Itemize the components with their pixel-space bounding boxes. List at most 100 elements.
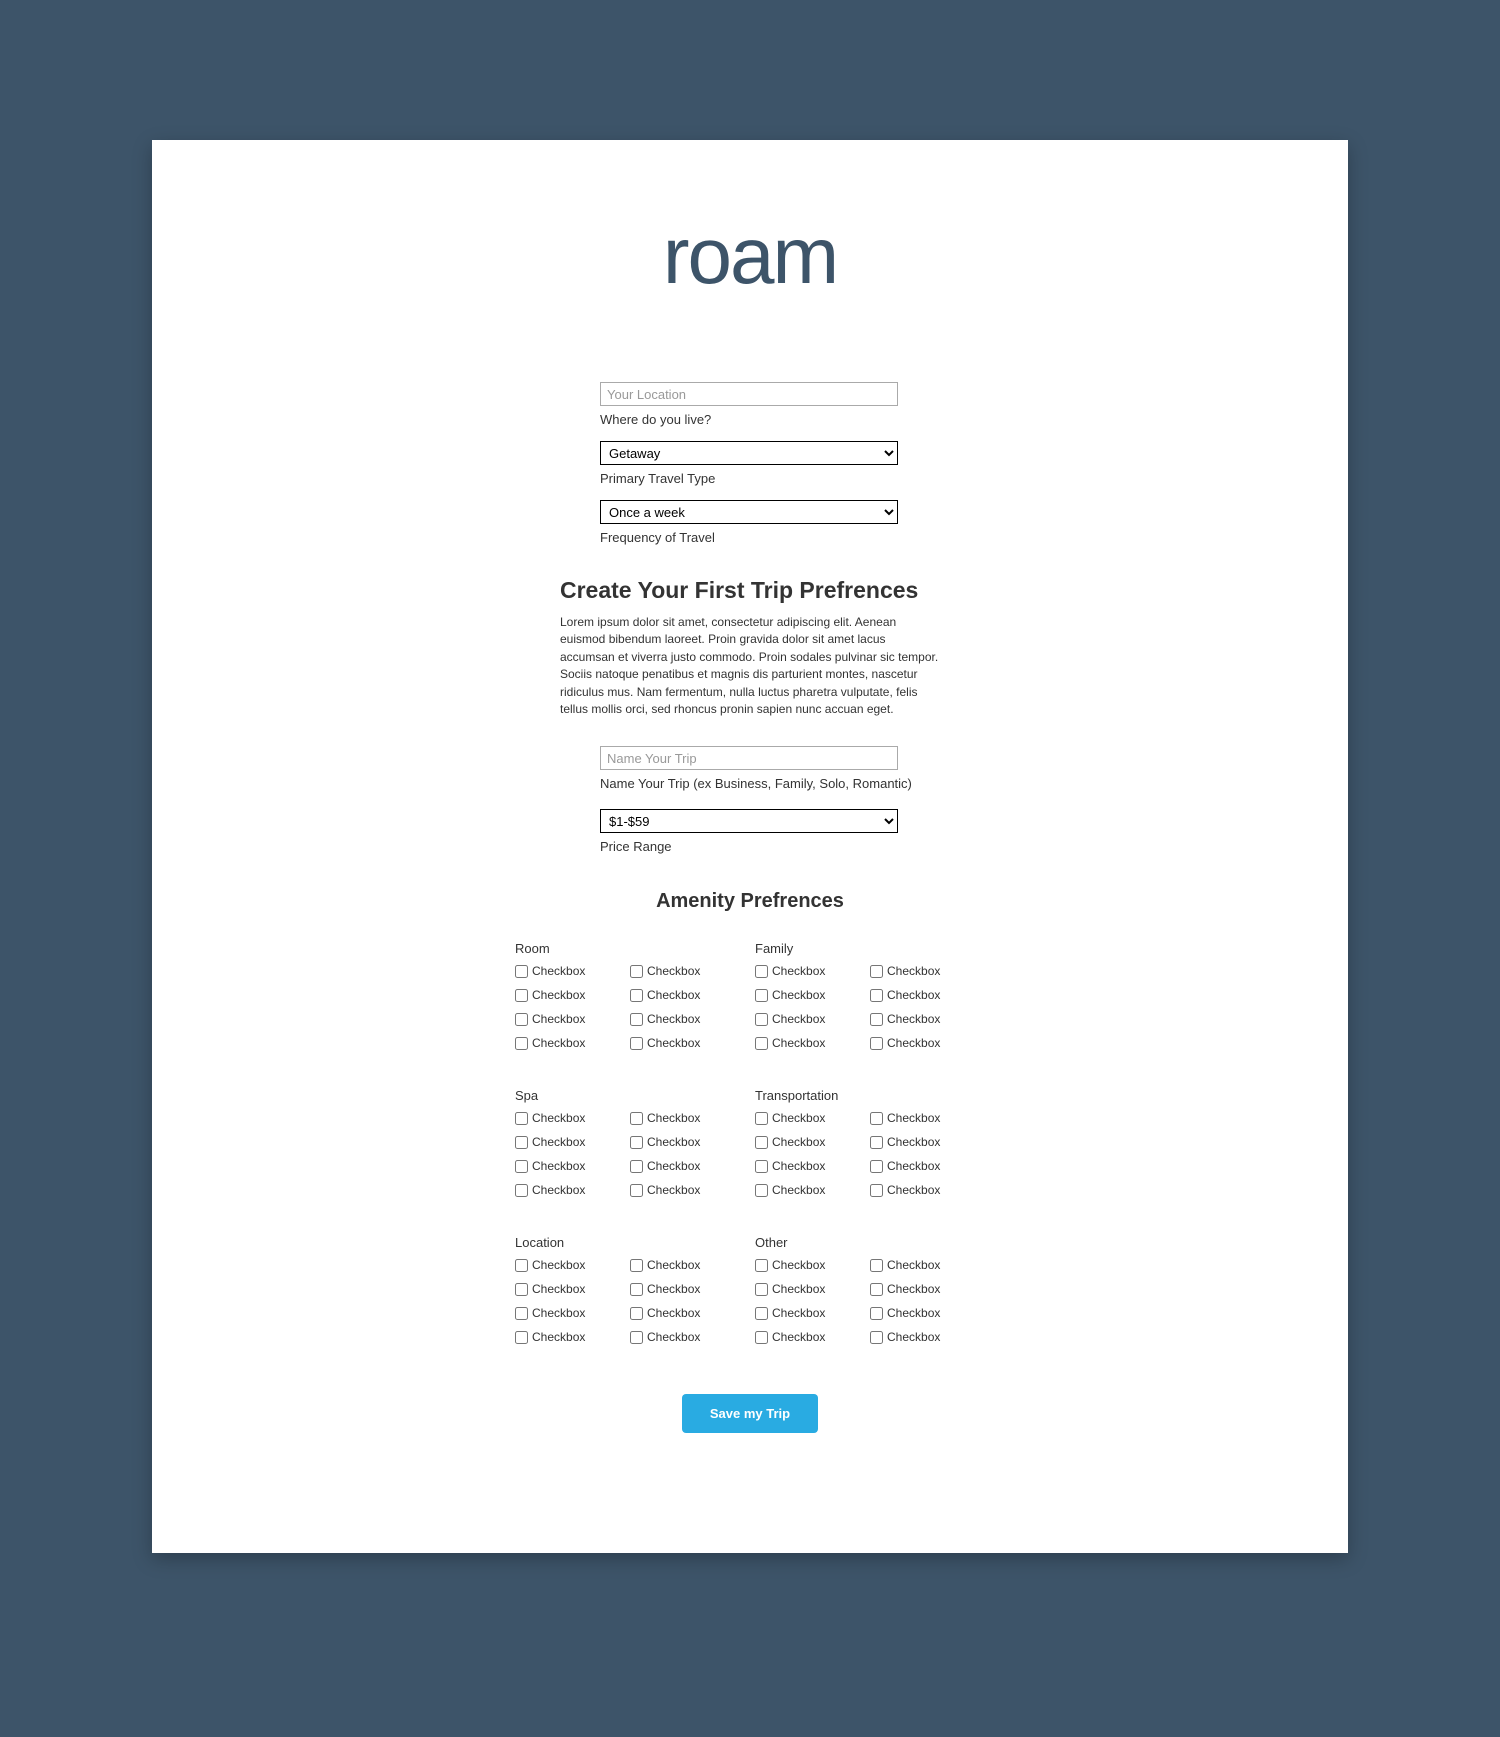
- checkbox-item[interactable]: Checkbox: [515, 1135, 630, 1149]
- amenity-checkbox[interactable]: [870, 965, 883, 978]
- trip-name-input[interactable]: [600, 746, 898, 770]
- checkbox-item[interactable]: Checkbox: [515, 1282, 630, 1296]
- price-range-select[interactable]: $1-$59: [600, 809, 898, 833]
- checkbox-item[interactable]: Checkbox: [870, 1282, 985, 1296]
- checkbox-item[interactable]: Checkbox: [870, 1330, 985, 1344]
- amenity-checkbox[interactable]: [630, 1259, 643, 1272]
- amenity-checkbox[interactable]: [870, 1136, 883, 1149]
- amenity-checkbox[interactable]: [630, 989, 643, 1002]
- checkbox-item[interactable]: Checkbox: [870, 964, 985, 978]
- amenity-checkbox[interactable]: [870, 1259, 883, 1272]
- checkbox-item[interactable]: Checkbox: [630, 988, 745, 1002]
- checkbox-item[interactable]: Checkbox: [630, 1258, 745, 1272]
- save-trip-button[interactable]: Save my Trip: [682, 1394, 818, 1433]
- amenity-checkbox[interactable]: [630, 1136, 643, 1149]
- checkbox-item[interactable]: Checkbox: [755, 964, 870, 978]
- checkbox-item[interactable]: Checkbox: [870, 988, 985, 1002]
- location-input[interactable]: [600, 382, 898, 406]
- amenity-checkbox[interactable]: [630, 1283, 643, 1296]
- amenity-checkbox[interactable]: [515, 1307, 528, 1320]
- amenity-checkbox[interactable]: [515, 989, 528, 1002]
- amenity-checkbox[interactable]: [515, 1331, 528, 1344]
- amenity-checkbox[interactable]: [515, 1037, 528, 1050]
- checkbox-item[interactable]: Checkbox: [515, 1330, 630, 1344]
- amenity-checkbox[interactable]: [755, 1307, 768, 1320]
- checkbox-item[interactable]: Checkbox: [870, 1258, 985, 1272]
- checkbox-item[interactable]: Checkbox: [515, 1159, 630, 1173]
- frequency-select[interactable]: Once a week: [600, 500, 898, 524]
- checkbox-item[interactable]: Checkbox: [515, 1036, 630, 1050]
- checkbox-item[interactable]: Checkbox: [755, 1258, 870, 1272]
- checkbox-item[interactable]: Checkbox: [755, 1330, 870, 1344]
- checkbox-item[interactable]: Checkbox: [515, 1111, 630, 1125]
- amenity-checkbox[interactable]: [755, 1283, 768, 1296]
- checkbox-item[interactable]: Checkbox: [630, 1012, 745, 1026]
- amenity-checkbox[interactable]: [755, 1184, 768, 1197]
- amenity-checkbox[interactable]: [630, 1307, 643, 1320]
- checkbox-item[interactable]: Checkbox: [755, 1036, 870, 1050]
- amenity-checkbox[interactable]: [515, 1112, 528, 1125]
- checkbox-item[interactable]: Checkbox: [755, 1183, 870, 1197]
- checkbox-item[interactable]: Checkbox: [630, 1036, 745, 1050]
- amenity-checkbox[interactable]: [630, 1112, 643, 1125]
- checkbox-item[interactable]: Checkbox: [870, 1012, 985, 1026]
- checkbox-item[interactable]: Checkbox: [630, 1135, 745, 1149]
- checkbox-item[interactable]: Checkbox: [515, 1183, 630, 1197]
- amenity-checkbox[interactable]: [870, 1112, 883, 1125]
- travel-type-select[interactable]: Getaway: [600, 441, 898, 465]
- checkbox-item[interactable]: Checkbox: [755, 988, 870, 1002]
- amenity-checkbox[interactable]: [870, 1037, 883, 1050]
- amenity-checkbox[interactable]: [630, 1013, 643, 1026]
- amenity-checkbox[interactable]: [515, 1259, 528, 1272]
- amenity-checkbox[interactable]: [515, 965, 528, 978]
- amenity-checkbox[interactable]: [630, 1184, 643, 1197]
- amenity-checkbox[interactable]: [630, 965, 643, 978]
- checkbox-item[interactable]: Checkbox: [870, 1183, 985, 1197]
- checkbox-item[interactable]: Checkbox: [755, 1111, 870, 1125]
- amenity-checkbox[interactable]: [870, 1331, 883, 1344]
- checkbox-item[interactable]: Checkbox: [870, 1135, 985, 1149]
- amenity-checkbox[interactable]: [515, 1136, 528, 1149]
- amenity-checkbox[interactable]: [755, 1259, 768, 1272]
- checkbox-item[interactable]: Checkbox: [755, 1282, 870, 1296]
- checkbox-item[interactable]: Checkbox: [515, 988, 630, 1002]
- amenity-checkbox[interactable]: [515, 1283, 528, 1296]
- amenity-checkbox[interactable]: [515, 1013, 528, 1026]
- amenity-checkbox[interactable]: [755, 1013, 768, 1026]
- amenity-checkbox[interactable]: [755, 989, 768, 1002]
- checkbox-item[interactable]: Checkbox: [755, 1159, 870, 1173]
- checkbox-item[interactable]: Checkbox: [755, 1306, 870, 1320]
- checkbox-item[interactable]: Checkbox: [630, 1282, 745, 1296]
- checkbox-item[interactable]: Checkbox: [515, 1012, 630, 1026]
- checkbox-item[interactable]: Checkbox: [515, 1258, 630, 1272]
- amenity-checkbox[interactable]: [515, 1184, 528, 1197]
- checkbox-item[interactable]: Checkbox: [870, 1159, 985, 1173]
- amenity-checkbox[interactable]: [755, 965, 768, 978]
- amenity-checkbox[interactable]: [755, 1037, 768, 1050]
- checkbox-item[interactable]: Checkbox: [630, 1330, 745, 1344]
- checkbox-item[interactable]: Checkbox: [515, 1306, 630, 1320]
- amenity-checkbox[interactable]: [515, 1160, 528, 1173]
- checkbox-item[interactable]: Checkbox: [755, 1012, 870, 1026]
- amenity-checkbox[interactable]: [630, 1037, 643, 1050]
- amenity-checkbox[interactable]: [870, 1160, 883, 1173]
- amenity-checkbox[interactable]: [755, 1136, 768, 1149]
- checkbox-item[interactable]: Checkbox: [870, 1036, 985, 1050]
- amenity-checkbox[interactable]: [630, 1331, 643, 1344]
- checkbox-item[interactable]: Checkbox: [630, 964, 745, 978]
- checkbox-item[interactable]: Checkbox: [630, 1306, 745, 1320]
- checkbox-item[interactable]: Checkbox: [630, 1111, 745, 1125]
- checkbox-item[interactable]: Checkbox: [515, 964, 630, 978]
- amenity-checkbox[interactable]: [870, 989, 883, 1002]
- amenity-checkbox[interactable]: [755, 1331, 768, 1344]
- amenity-checkbox[interactable]: [755, 1112, 768, 1125]
- amenity-checkbox[interactable]: [870, 1184, 883, 1197]
- checkbox-item[interactable]: Checkbox: [630, 1159, 745, 1173]
- checkbox-item[interactable]: Checkbox: [870, 1306, 985, 1320]
- amenity-checkbox[interactable]: [755, 1160, 768, 1173]
- checkbox-item[interactable]: Checkbox: [755, 1135, 870, 1149]
- checkbox-item[interactable]: Checkbox: [630, 1183, 745, 1197]
- amenity-checkbox[interactable]: [870, 1283, 883, 1296]
- amenity-checkbox[interactable]: [870, 1307, 883, 1320]
- checkbox-item[interactable]: Checkbox: [870, 1111, 985, 1125]
